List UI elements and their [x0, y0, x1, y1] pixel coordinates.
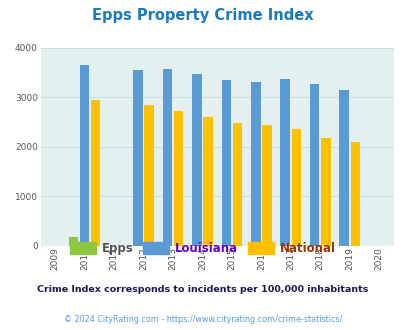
Bar [232, 123, 242, 246]
Text: © 2024 CityRating.com - https://www.cityrating.com/crime-statistics/: © 2024 CityRating.com - https://www.city… [64, 315, 341, 324]
Bar [173, 111, 183, 246]
Bar [262, 124, 271, 246]
Bar [144, 105, 153, 246]
Bar [80, 65, 89, 246]
Bar [291, 129, 301, 246]
Bar [320, 139, 330, 246]
Bar [221, 80, 230, 246]
Bar [203, 117, 212, 246]
Bar [133, 70, 143, 246]
Text: Crime Index corresponds to incidents per 100,000 inhabitants: Crime Index corresponds to incidents per… [37, 285, 368, 294]
Bar [309, 84, 319, 246]
Legend: Epps, Louisiana, National: Epps, Louisiana, National [66, 237, 339, 260]
Bar [69, 237, 78, 246]
Bar [339, 90, 348, 246]
Bar [192, 74, 201, 246]
Text: Epps Property Crime Index: Epps Property Crime Index [92, 8, 313, 23]
Bar [91, 100, 100, 246]
Bar [162, 69, 172, 246]
Bar [280, 79, 289, 246]
Bar [250, 82, 260, 246]
Bar [350, 142, 359, 246]
